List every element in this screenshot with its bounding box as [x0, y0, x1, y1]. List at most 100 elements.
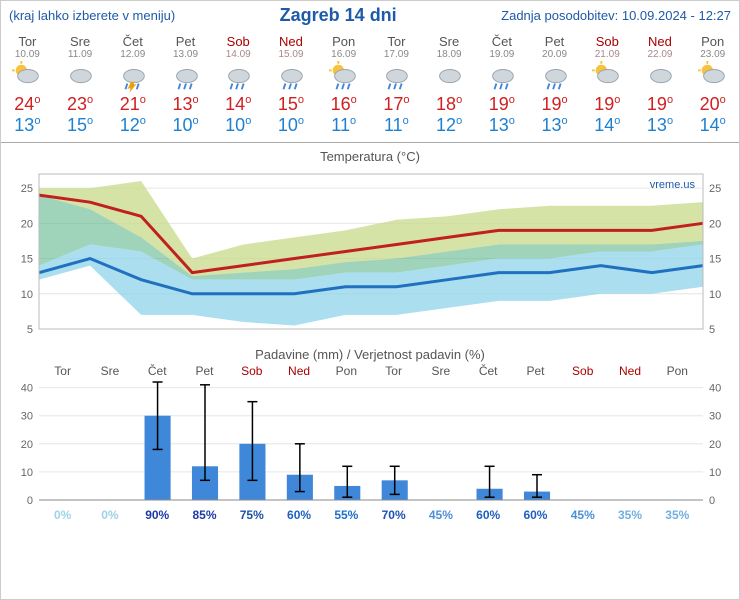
- day-column: Sob14.0914o10o: [212, 30, 265, 142]
- weather-icon: [634, 60, 687, 94]
- day-of-week: Pon: [317, 34, 370, 49]
- day-date: 11.09: [54, 49, 107, 60]
- svg-text:15: 15: [709, 254, 721, 266]
- day-column: Tor10.0924o13o: [1, 30, 54, 142]
- temp-high: 19o: [581, 94, 634, 115]
- day-date: 20.09: [528, 49, 581, 60]
- svg-text:0: 0: [27, 495, 33, 507]
- svg-text:40: 40: [21, 383, 33, 395]
- temp-low: 11o: [317, 115, 370, 136]
- svg-text:5: 5: [709, 324, 715, 336]
- day-column: Pet20.0919o13o: [528, 30, 581, 142]
- day-date: 22.09: [634, 49, 687, 60]
- precip-day-label: Pon: [654, 364, 701, 378]
- weather-icon: [370, 60, 423, 94]
- precip-chart-title: Padavine (mm) / Verjetnost padavin (%): [1, 347, 739, 362]
- precip-day-header: TorSreČetPetSobNedPonTorSreČetPetSobNedP…: [1, 364, 739, 378]
- temp-low: 12o: [106, 115, 159, 136]
- precip-probability: 60%: [465, 508, 512, 522]
- weather-icon: [212, 60, 265, 94]
- precip-probability: 85%: [181, 508, 228, 522]
- precip-probability: 45%: [559, 508, 606, 522]
- temp-high: 19o: [475, 94, 528, 115]
- last-updated: Zadnja posodobitev: 10.09.2024 - 12:27: [501, 8, 731, 23]
- temp-high: 19o: [528, 94, 581, 115]
- svg-text:10: 10: [709, 467, 721, 479]
- day-of-week: Sre: [54, 34, 107, 49]
- day-of-week: Sob: [581, 34, 634, 49]
- temp-low: 11o: [370, 115, 423, 136]
- day-of-week: Tor: [370, 34, 423, 49]
- precip-day-label: Čet: [134, 364, 181, 378]
- day-of-week: Sre: [423, 34, 476, 49]
- day-column: Čet12.0921o12o: [106, 30, 159, 142]
- precip-day-label: Sre: [86, 364, 133, 378]
- day-column: Pet13.0913o10o: [159, 30, 212, 142]
- svg-text:30: 30: [709, 411, 721, 423]
- day-of-week: Tor: [1, 34, 54, 49]
- svg-text:5: 5: [27, 324, 33, 336]
- day-date: 14.09: [212, 49, 265, 60]
- precip-day-label: Sob: [228, 364, 275, 378]
- weather-icon: [686, 60, 739, 94]
- temp-high: 19o: [634, 94, 687, 115]
- precipitation-chart: 001010202030304040: [1, 378, 740, 508]
- page-title: Zagreb 14 dni: [280, 5, 397, 26]
- location-hint[interactable]: (kraj lahko izberete v meniju): [9, 8, 175, 23]
- day-date: 12.09: [106, 49, 159, 60]
- precip-probability: 0%: [86, 508, 133, 522]
- day-date: 23.09: [686, 49, 739, 60]
- temp-high: 15o: [265, 94, 318, 115]
- header-bar: (kraj lahko izberete v meniju) Zagreb 14…: [1, 1, 739, 30]
- precip-probability-row: 0%0%90%85%75%60%55%70%45%60%60%45%35%35%: [1, 508, 739, 522]
- day-column: Ned22.0919o13o: [634, 30, 687, 142]
- temp-low: 13o: [1, 115, 54, 136]
- day-column: Pon16.0916o11o: [317, 30, 370, 142]
- temp-low: 14o: [581, 115, 634, 136]
- weather-icon: [475, 60, 528, 94]
- temp-low: 10o: [265, 115, 318, 136]
- weather-icon: [54, 60, 107, 94]
- temp-high: 21o: [106, 94, 159, 115]
- precip-day-label: Sre: [417, 364, 464, 378]
- svg-text:25: 25: [21, 183, 33, 195]
- svg-text:30: 30: [21, 411, 33, 423]
- temp-high: 14o: [212, 94, 265, 115]
- day-column: Sre18.09 18o12o: [423, 30, 476, 142]
- svg-text:10: 10: [21, 289, 33, 301]
- precip-probability: 45%: [417, 508, 464, 522]
- precip-day-label: Pon: [323, 364, 370, 378]
- temp-high: 16o: [317, 94, 370, 115]
- day-column: Tor17.0917o11o: [370, 30, 423, 142]
- svg-text:10: 10: [709, 289, 721, 301]
- day-date: 19.09: [475, 49, 528, 60]
- precip-probability: 35%: [606, 508, 653, 522]
- weather-icon: [317, 60, 370, 94]
- temp-high: 24o: [1, 94, 54, 115]
- precip-probability: 55%: [323, 508, 370, 522]
- temp-high: 17o: [370, 94, 423, 115]
- svg-text:20: 20: [21, 218, 33, 230]
- temp-low: 10o: [159, 115, 212, 136]
- precip-day-label: Sob: [559, 364, 606, 378]
- forecast-strip: Tor10.0924o13oSre11.0923o15oČet12.0921o1…: [1, 30, 739, 143]
- temp-low: 12o: [423, 115, 476, 136]
- precip-probability: 90%: [134, 508, 181, 522]
- weather-icon: [581, 60, 634, 94]
- day-date: 18.09: [423, 49, 476, 60]
- precip-probability: 70%: [370, 508, 417, 522]
- day-column: Sre11.0923o15o: [54, 30, 107, 142]
- weather-icon: [159, 60, 212, 94]
- precip-probability: 60%: [275, 508, 322, 522]
- svg-text:10: 10: [21, 467, 33, 479]
- svg-text:15: 15: [21, 254, 33, 266]
- svg-text:20: 20: [21, 439, 33, 451]
- day-column: Čet19.0919o13o: [475, 30, 528, 142]
- temp-high: 18o: [423, 94, 476, 115]
- day-date: 21.09: [581, 49, 634, 60]
- weather-icon: [1, 60, 54, 94]
- precip-probability: 60%: [512, 508, 559, 522]
- temp-high: 23o: [54, 94, 107, 115]
- svg-text:0: 0: [709, 495, 715, 507]
- day-date: 15.09: [265, 49, 318, 60]
